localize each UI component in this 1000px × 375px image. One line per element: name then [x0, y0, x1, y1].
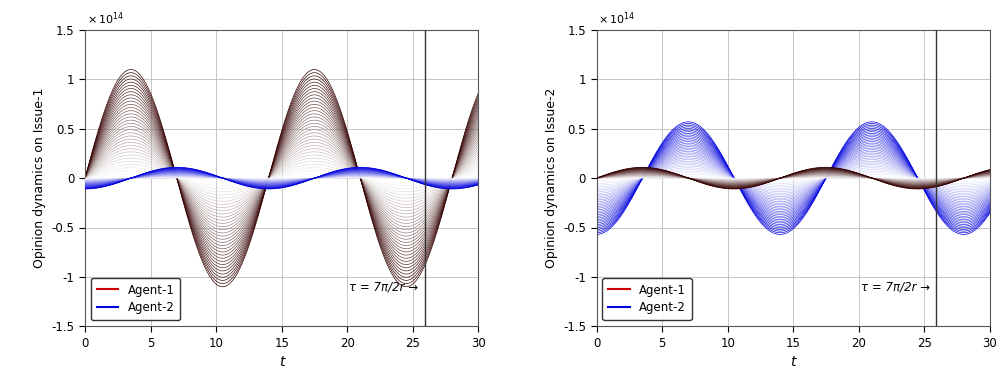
- Legend: Agent-1, Agent-2: Agent-1, Agent-2: [602, 278, 692, 320]
- Text: τ = 7π/2r →: τ = 7π/2r →: [861, 280, 930, 293]
- Text: $\times\,10^{14}$: $\times\,10^{14}$: [87, 10, 124, 27]
- Legend: Agent-1, Agent-2: Agent-1, Agent-2: [91, 278, 180, 320]
- X-axis label: t: t: [791, 355, 796, 369]
- Text: $\times\,10^{14}$: $\times\,10^{14}$: [598, 10, 635, 27]
- Text: τ = 7π/2r →: τ = 7π/2r →: [349, 280, 418, 293]
- Y-axis label: Opinion dynamics on Issue-1: Opinion dynamics on Issue-1: [33, 88, 46, 268]
- X-axis label: t: t: [279, 355, 284, 369]
- Y-axis label: Opinion dynamics on Issue-2: Opinion dynamics on Issue-2: [545, 88, 558, 268]
